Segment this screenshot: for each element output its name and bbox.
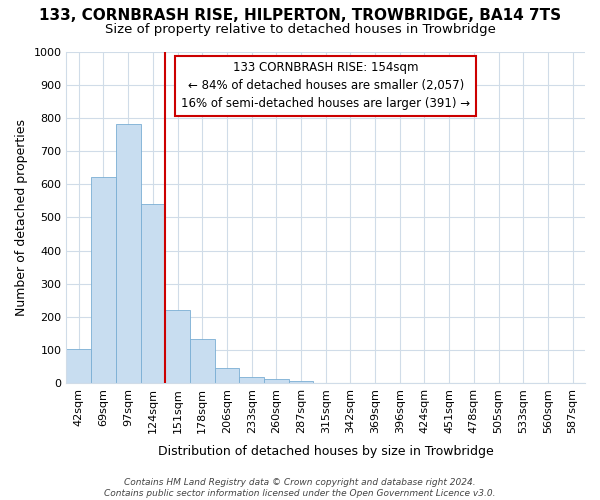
- X-axis label: Distribution of detached houses by size in Trowbridge: Distribution of detached houses by size …: [158, 444, 494, 458]
- Text: Size of property relative to detached houses in Trowbridge: Size of property relative to detached ho…: [104, 22, 496, 36]
- Bar: [239, 378, 264, 384]
- Text: 133, CORNBRASH RISE, HILPERTON, TROWBRIDGE, BA14 7TS: 133, CORNBRASH RISE, HILPERTON, TROWBRID…: [39, 8, 561, 22]
- Bar: [116, 124, 140, 384]
- Bar: [289, 380, 313, 384]
- Bar: [264, 380, 289, 384]
- Bar: [215, 368, 239, 384]
- Bar: [67, 349, 91, 384]
- Bar: [190, 340, 215, 384]
- Bar: [91, 176, 116, 384]
- Bar: [140, 204, 165, 384]
- Text: Contains HM Land Registry data © Crown copyright and database right 2024.
Contai: Contains HM Land Registry data © Crown c…: [104, 478, 496, 498]
- Y-axis label: Number of detached properties: Number of detached properties: [15, 119, 28, 316]
- Bar: [165, 310, 190, 384]
- Text: 133 CORNBRASH RISE: 154sqm
← 84% of detached houses are smaller (2,057)
16% of s: 133 CORNBRASH RISE: 154sqm ← 84% of deta…: [181, 62, 470, 110]
